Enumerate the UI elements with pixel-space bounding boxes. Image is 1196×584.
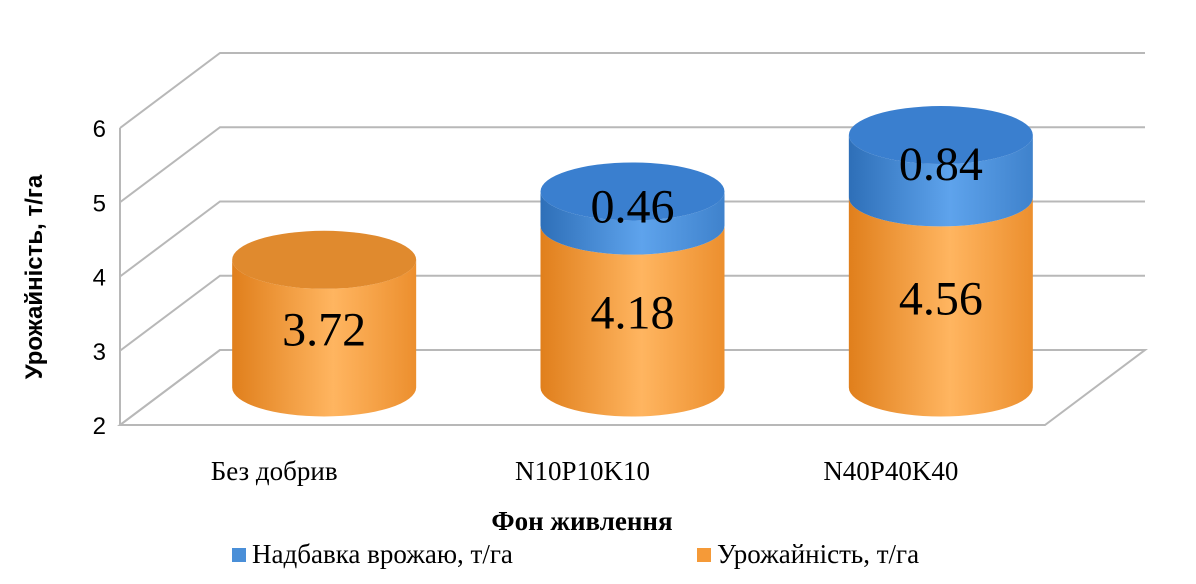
y-tick-label: 2: [93, 413, 106, 440]
legend-label: Урожайність, т/га: [717, 539, 919, 569]
cylinder-top: [540, 162, 725, 221]
cylinder-segment: [540, 225, 725, 417]
x-tick-label: N40P40K40: [823, 456, 958, 486]
y-tick-label: 4: [93, 265, 106, 292]
cylinder-segment: [232, 259, 417, 417]
grid-line: [119, 349, 1145, 426]
x-tick-label: N10P10K10: [515, 456, 650, 486]
x-tick-label: Без добрив: [211, 456, 338, 486]
value-label: 3.72: [282, 304, 366, 357]
cylinder-top: [232, 230, 417, 289]
cylinder-segment: [848, 135, 1033, 227]
grid-line: [119, 52, 1145, 129]
grid-line: [119, 274, 1145, 352]
cylinder-segment: [540, 191, 725, 255]
value-label: 0.46: [591, 181, 675, 234]
y-axis-title: Урожайність, т/га: [21, 174, 48, 379]
cylinder-segment: [848, 197, 1033, 417]
value-label: 0.84: [899, 138, 983, 191]
grid-line: [119, 126, 1145, 204]
cylinder-top: [848, 106, 1033, 165]
value-label: 4.56: [899, 272, 983, 325]
y-tick-label: 3: [93, 339, 106, 366]
x-axis-title: Фон живлення: [491, 506, 672, 536]
legend-swatch: [697, 548, 711, 562]
legend-swatch: [232, 548, 246, 562]
y-tick-label: 6: [93, 116, 106, 143]
value-label: 4.18: [591, 287, 675, 340]
y-tick-label: 5: [93, 190, 106, 217]
grid-line: [119, 200, 1145, 278]
legend-label: Надбавка врожаю, т/га: [252, 539, 513, 569]
